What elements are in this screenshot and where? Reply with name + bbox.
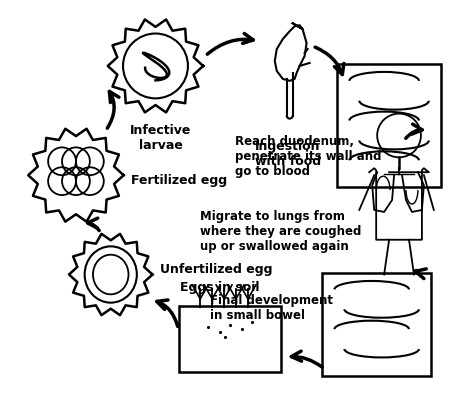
Text: Ingestion
with food: Ingestion with food [255, 140, 321, 168]
Text: Final development
in small bowel: Final development in small bowel [210, 294, 333, 322]
Text: Fertilized egg: Fertilized egg [131, 174, 227, 187]
Text: Migrate to lungs from
where they are coughed
up or swallowed again: Migrate to lungs from where they are cou… [200, 210, 362, 253]
Text: Reach duodenum,
penetrate its wall and
go to blood: Reach duodenum, penetrate its wall and g… [235, 136, 382, 178]
Text: Eggs in soil: Eggs in soil [180, 281, 260, 294]
Text: Unfertilized egg: Unfertilized egg [161, 263, 273, 276]
Text: Infective
larvae: Infective larvae [130, 124, 191, 151]
